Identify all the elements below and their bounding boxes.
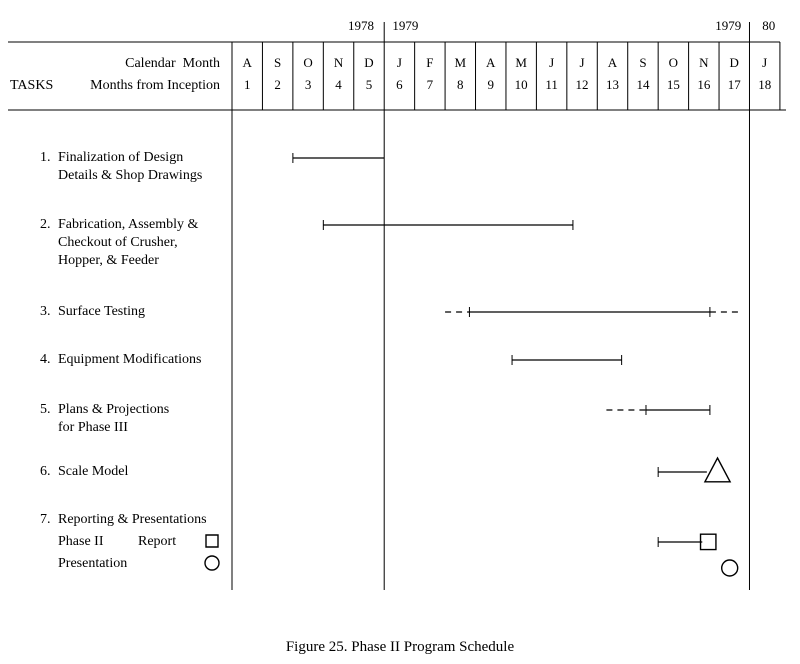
triangle-icon — [705, 458, 730, 482]
task-number: 5. — [40, 402, 51, 418]
task-number: 6. — [40, 464, 51, 480]
task-label: Equipment Modifications — [58, 352, 201, 368]
figure-caption: Figure 25. Phase II Program Schedule — [0, 639, 800, 656]
task-number: 7. — [40, 512, 51, 528]
circle-icon — [722, 560, 738, 576]
task-number: 1. — [40, 150, 51, 166]
task-label: Fabrication, Assembly & — [58, 217, 198, 233]
task-number: 3. — [40, 304, 51, 320]
task-subline: Presentation — [58, 556, 127, 572]
task-label: for Phase III — [58, 420, 128, 436]
task-label: Scale Model — [58, 464, 128, 480]
task-label: Plans & Projections — [58, 402, 169, 418]
task-subline: Report — [138, 534, 176, 550]
task-number: 4. — [40, 352, 51, 368]
month-number: 18 — [705, 78, 800, 93]
square-icon — [206, 535, 218, 547]
task-label: Reporting & Presentations — [58, 512, 207, 528]
square-icon — [701, 534, 716, 549]
task-label: Surface Testing — [58, 304, 145, 320]
month-letter: J — [705, 56, 800, 71]
task-label: Hopper, & Feeder — [58, 253, 159, 269]
circle-icon — [205, 556, 219, 570]
gantt-chart: 19781979197980Calendar MonthASONDJFMAMJJ… — [0, 0, 800, 664]
task-subline: Phase II — [58, 534, 104, 550]
task-label: Checkout of Crusher, — [58, 235, 178, 251]
task-number: 2. — [40, 217, 51, 233]
task-label: Finalization of Design — [58, 150, 183, 166]
task-label: Details & Shop Drawings — [58, 168, 202, 184]
